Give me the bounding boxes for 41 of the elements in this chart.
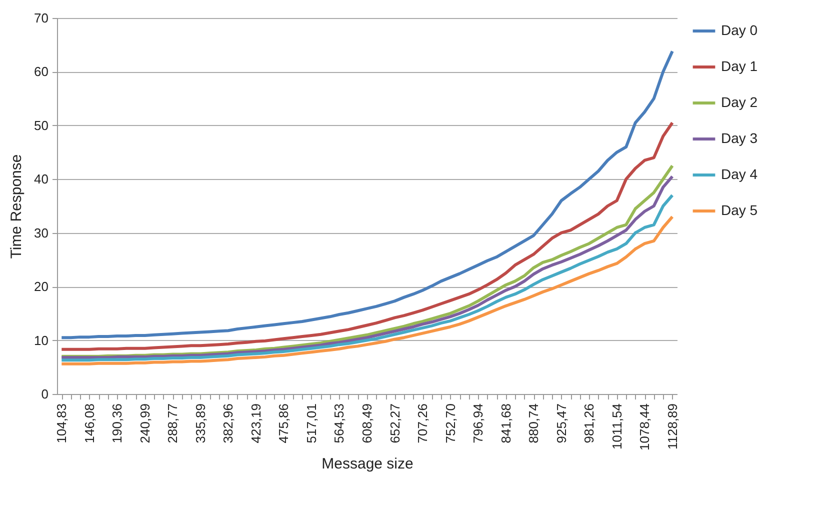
legend-label: Day 2 [721, 94, 758, 110]
y-tick-label: 30 [34, 225, 48, 240]
x-tick-label: 1128,89 [664, 404, 680, 450]
x-tick-label: 104,83 [54, 404, 70, 444]
legend-label: Day 5 [721, 202, 758, 218]
x-tick-label: 752,70 [442, 404, 458, 444]
x-tick-label: 564,53 [332, 404, 347, 444]
x-tick-label: 925,47 [554, 404, 569, 444]
x-tick-label: 796,94 [470, 404, 486, 444]
x-tick-label: 841,68 [498, 404, 514, 444]
legend-label: Day 4 [721, 166, 758, 182]
x-tick-label: 335,89 [192, 404, 208, 444]
legend-label: Day 1 [721, 58, 758, 74]
x-tick-label: 981,26 [582, 404, 597, 444]
x-tick-label: 608,49 [360, 404, 374, 444]
x-tick-label: 240,99 [137, 404, 152, 444]
x-tick-label: 707,26 [415, 404, 430, 444]
y-tick-label: 50 [34, 118, 48, 133]
legend-label: Day 3 [721, 130, 758, 146]
line-series [60, 121, 674, 351]
x-tick-label: 1011,54 [609, 404, 624, 450]
y-tick-label: 20 [34, 279, 48, 294]
y-tick-label: 0 [41, 386, 48, 402]
legend-label: Day 0 [721, 22, 758, 38]
x-tick-label: 652,27 [387, 404, 402, 444]
x-tick-label: 880,74 [526, 404, 542, 444]
x-tick-label: 1078,44 [637, 404, 652, 450]
line-series [60, 50, 674, 340]
x-tick-label: 517,01 [304, 404, 319, 444]
x-tick-label: 288,77 [165, 404, 180, 444]
y-tick-label: 60 [34, 64, 48, 80]
y-tick-label: 40 [34, 172, 48, 187]
x-tick-label: 475,86 [276, 404, 292, 444]
x-axis-title: Message size [322, 455, 414, 472]
y-tick-label: 10 [34, 332, 48, 348]
x-tick-label: 190,36 [110, 404, 125, 444]
y-tick-label: 70 [34, 10, 48, 26]
x-tick-label: 146,08 [82, 404, 97, 444]
x-tick-label: 382,96 [220, 404, 236, 444]
y-axis-title: Time Response [8, 154, 26, 259]
x-tick-label: 423,19 [248, 404, 264, 444]
